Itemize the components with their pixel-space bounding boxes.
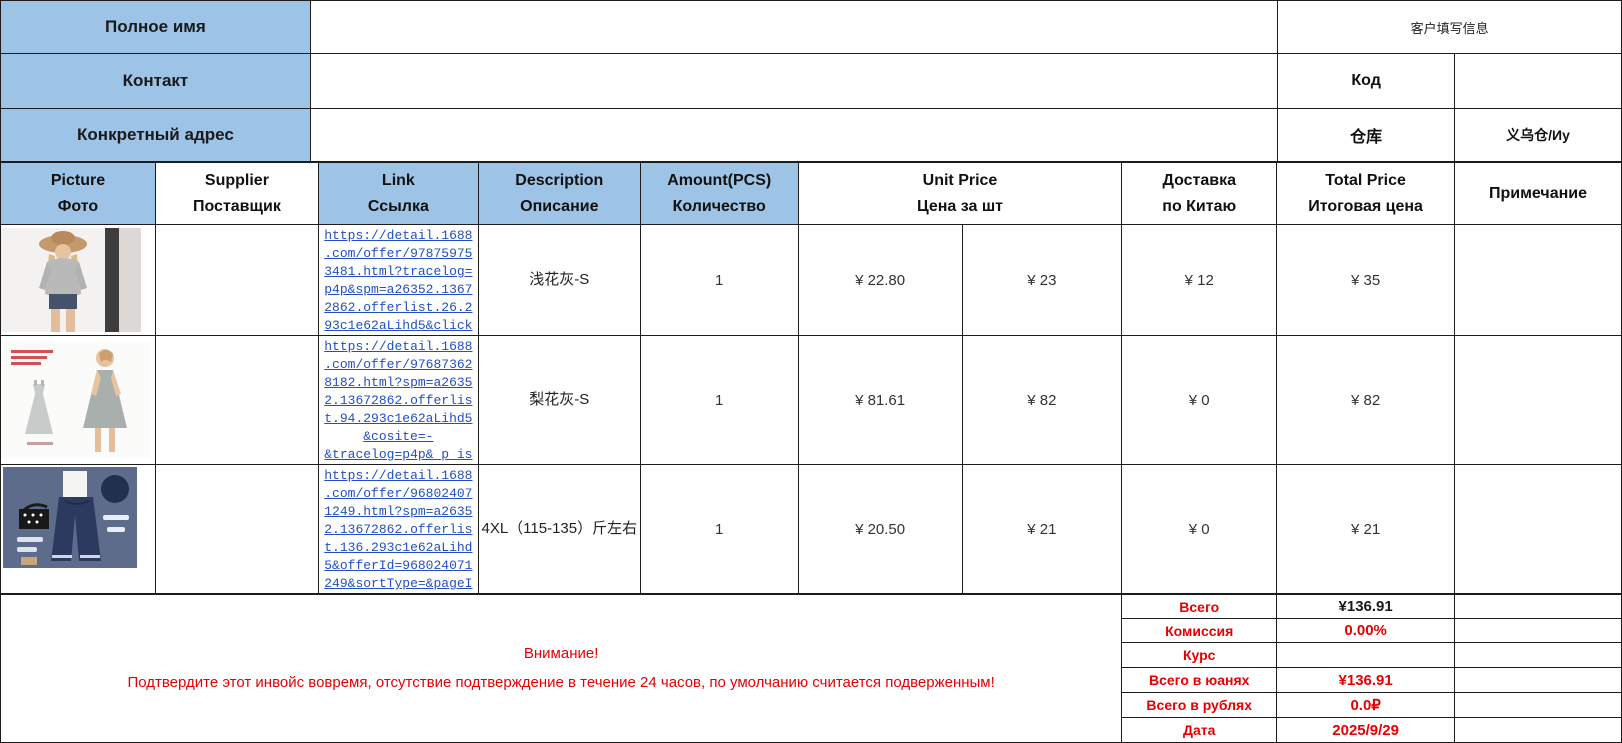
summary-label-commission: Комиссия bbox=[1121, 618, 1278, 643]
full-name-label: Полное имя bbox=[0, 0, 311, 54]
summary-extra-cell[interactable] bbox=[1454, 717, 1622, 743]
code-label: Код bbox=[1277, 53, 1456, 109]
total-price-cell: ¥ 82 bbox=[1276, 335, 1456, 465]
product-link[interactable]: https://detail.1688 .com/offer/97875975 … bbox=[324, 228, 473, 333]
note-cell[interactable] bbox=[1454, 224, 1622, 336]
col-header-picture: Picture Фото bbox=[0, 162, 156, 225]
product-image-jeans bbox=[0, 464, 156, 594]
summary-label-total: Всего bbox=[1121, 594, 1278, 619]
full-name-input[interactable] bbox=[309, 0, 1279, 54]
warning-line-1: Внимание! bbox=[523, 645, 599, 662]
unit-price-rounded-cell: ¥ 23 bbox=[961, 224, 1123, 336]
table-row: https://detail.1688 .com/offer/97687362 … bbox=[0, 335, 1622, 465]
warning-line-2: Подтвердите этот инвойс вовремя, отсутст… bbox=[127, 673, 995, 691]
order-items-table: Picture Фото Supplier Поставщик Link Ссылка… bbox=[0, 162, 1622, 594]
summary-extra-cell[interactable] bbox=[1454, 642, 1622, 668]
code-input[interactable] bbox=[1454, 53, 1622, 109]
table-row: https://detail.1688 .com/offer/96802407 … bbox=[0, 464, 1622, 594]
product-photo-2 bbox=[1, 342, 151, 458]
unit-price-rounded-cell: ¥ 82 bbox=[961, 335, 1123, 465]
col-header-link: Link Ссылка bbox=[317, 162, 479, 225]
col-header-unit-price: Unit Price Цена за шт bbox=[797, 162, 1123, 225]
delivery-cell: ¥ 0 bbox=[1121, 464, 1278, 594]
warning-text: Внимание! Подтвердите этот инвойс воврем… bbox=[0, 594, 1123, 743]
warehouse-value: 义乌仓/Иу bbox=[1454, 108, 1622, 162]
note-cell[interactable] bbox=[1454, 335, 1622, 465]
customer-info-title: 客户填写信息 bbox=[1277, 0, 1622, 54]
customer-info-table: Полное имя 客户填写信息 Контакт Код Конкретный… bbox=[0, 0, 1622, 162]
product-photo-1 bbox=[1, 228, 141, 332]
supplier-cell[interactable] bbox=[154, 464, 319, 594]
delivery-cell: ¥ 12 bbox=[1121, 224, 1278, 336]
summary-extra-cell[interactable] bbox=[1454, 667, 1622, 693]
amount-cell[interactable]: 1 bbox=[639, 335, 799, 465]
total-price-cell: ¥ 35 bbox=[1276, 224, 1456, 336]
warehouse-label: 仓库 bbox=[1277, 108, 1456, 162]
summary-label-total-yuan: Всего в юанях bbox=[1121, 667, 1278, 693]
supplier-cell[interactable] bbox=[154, 335, 319, 465]
summary-extra-cell[interactable] bbox=[1454, 692, 1622, 718]
summary-label-rate: Курс bbox=[1121, 642, 1278, 668]
description-cell: 浅花灰-S bbox=[477, 224, 641, 336]
product-photo-3 bbox=[3, 467, 137, 568]
amount-cell[interactable]: 1 bbox=[639, 224, 799, 336]
col-header-description: Description Описание bbox=[477, 162, 641, 225]
contact-label: Контакт bbox=[0, 53, 311, 109]
summary-extra-cell[interactable] bbox=[1454, 594, 1622, 619]
unit-price-cell: ¥ 81.61 bbox=[797, 335, 963, 465]
description-cell: 梨花灰-S bbox=[477, 335, 641, 465]
total-price-cell: ¥ 21 bbox=[1276, 464, 1456, 594]
summary-value-rate[interactable] bbox=[1276, 642, 1456, 668]
totals-table: Внимание! Подтвердите этот инвойс воврем… bbox=[0, 594, 1622, 743]
summary-value-total-rub: 0.0₽ bbox=[1276, 692, 1456, 718]
col-header-total-price: Total Price Итоговая цена bbox=[1276, 162, 1456, 225]
address-input[interactable] bbox=[309, 108, 1279, 162]
contact-input[interactable] bbox=[309, 53, 1279, 109]
summary-extra-cell[interactable] bbox=[1454, 618, 1622, 643]
summary-value-date: 2025/9/29 bbox=[1276, 717, 1456, 743]
summary-value-total: ¥136.91 bbox=[1276, 594, 1456, 619]
product-link[interactable]: https://detail.1688 .com/offer/97687362 … bbox=[324, 339, 473, 462]
description-cell: 4XL（115-135）斤左右 bbox=[477, 464, 641, 594]
unit-price-rounded-cell: ¥ 21 bbox=[961, 464, 1123, 594]
col-header-delivery: Доставка по Китаю bbox=[1121, 162, 1278, 225]
product-image-sweater bbox=[0, 224, 156, 336]
summary-label-total-rub: Всего в рублях bbox=[1121, 692, 1278, 718]
unit-price-cell: ¥ 20.50 bbox=[797, 464, 963, 594]
col-header-supplier: Supplier Поставщик bbox=[154, 162, 319, 225]
supplier-cell[interactable] bbox=[154, 224, 319, 336]
product-image-dress bbox=[0, 335, 156, 465]
summary-label-date: Дата bbox=[1121, 717, 1278, 743]
note-cell[interactable] bbox=[1454, 464, 1622, 594]
col-header-amount: Amount(PCS) Количество bbox=[639, 162, 799, 225]
amount-cell[interactable]: 1 bbox=[639, 464, 799, 594]
summary-value-total-yuan: ¥136.91 bbox=[1276, 667, 1456, 693]
summary-value-commission: 0.00% bbox=[1276, 618, 1456, 643]
delivery-cell: ¥ 0 bbox=[1121, 335, 1278, 465]
product-link[interactable]: https://detail.1688 .com/offer/96802407 … bbox=[324, 468, 473, 591]
unit-price-cell: ¥ 22.80 bbox=[797, 224, 963, 336]
table-row: https://detail.1688 .com/offer/97875975 … bbox=[0, 224, 1622, 336]
link-cell: https://detail.1688 .com/offer/96802407 … bbox=[317, 464, 479, 594]
col-header-note: Примечание bbox=[1454, 162, 1622, 225]
link-cell: https://detail.1688 .com/offer/97687362 … bbox=[317, 335, 479, 465]
address-label: Конкретный адрес bbox=[0, 108, 311, 162]
link-cell: https://detail.1688 .com/offer/97875975 … bbox=[317, 224, 479, 336]
